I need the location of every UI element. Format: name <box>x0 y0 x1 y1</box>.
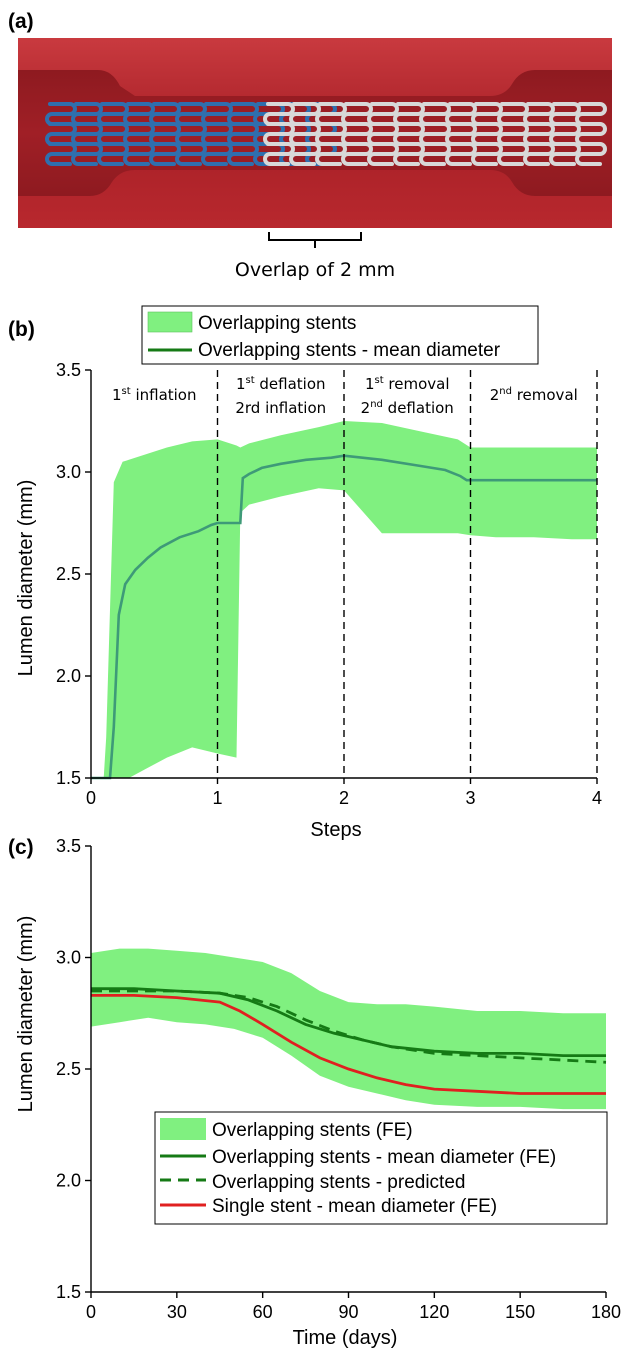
x-tick-label-c: 120 <box>419 1302 449 1322</box>
y-axis-title-b: Lumen diameter (mm) <box>15 480 37 677</box>
x-tick-label-b: 1 <box>212 788 222 808</box>
x-tick-label-c: 180 <box>591 1302 621 1322</box>
y-tick-label-c: 3.0 <box>56 948 81 968</box>
y-tick-label-c: 2.5 <box>56 1059 81 1079</box>
chart-b: Overlapping stents Overlapping stents - … <box>15 305 602 841</box>
phase-labels: 1st inflation 1st deflation 2rd inflation 1… <box>112 375 578 417</box>
stent-white <box>263 102 607 166</box>
phase-label-4: 2nd removal <box>490 386 578 404</box>
chart-c: 1.5 2.0 2.5 3.0 3.5 0 30 60 90 120 150 180 Overlapp… <box>15 836 621 1349</box>
panel-a-label: (a) <box>8 10 34 33</box>
x-tick-label-c: 150 <box>505 1302 535 1322</box>
axes-b: 1.5 2.0 2.5 3.0 3.5 0 1 2 3 4 <box>56 360 602 808</box>
x-axis-title-b: Steps <box>310 819 361 841</box>
panel-c-label: (c) <box>8 836 34 859</box>
line-single-stent <box>91 994 606 1095</box>
legend-entry-fe-band: Overlapping stents (FE) <box>212 1120 413 1141</box>
stent-strut <box>149 142 181 166</box>
legend-band-swatch-c <box>160 1118 206 1140</box>
phase-label-1: 1st inflation <box>112 386 197 404</box>
legend-box-c <box>154 1111 608 1225</box>
y-tick-label-b: 2.5 <box>56 564 81 584</box>
stent-strut <box>289 142 321 166</box>
legend-entry-fe-mean: Overlapping stents - mean diameter (FE) <box>212 1147 556 1168</box>
phase-label-3: 1st removal <box>365 375 450 393</box>
phase-label-2: 1st deflation <box>236 375 326 393</box>
stent-strut <box>393 142 425 166</box>
y-axis-title-c: Lumen diameter (mm) <box>15 916 37 1113</box>
legend-entry-predicted: Overlapping stents - predicted <box>212 1172 465 1193</box>
y-tick-label-c: 2.0 <box>56 1171 81 1191</box>
band-overlapping-stents-fe <box>91 948 606 1110</box>
x-tick-label-c: 90 <box>338 1302 358 1322</box>
plot-area-c <box>91 948 607 1110</box>
stent-strut <box>445 142 477 166</box>
x-tick-label-b: 0 <box>86 788 96 808</box>
overlap-caption: Overlap of 2 mm <box>235 259 395 281</box>
stent-strut <box>71 142 103 166</box>
y-tick-label-b: 2.0 <box>56 666 81 686</box>
stent-vessel-illustration: Overlap of 2 mm <box>18 38 612 281</box>
stent-strut <box>341 142 373 166</box>
stent-strut <box>497 142 529 166</box>
axes-c: 1.5 2.0 2.5 3.0 3.5 0 30 60 90 120 150 180 <box>56 836 621 1322</box>
x-axis-title-c: Time (days) <box>293 1327 398 1349</box>
overlap-bracket <box>268 232 362 248</box>
stent-strut <box>227 142 259 166</box>
legend-box <box>141 305 539 365</box>
phase-label-3: 2nd deflation <box>361 399 454 417</box>
stent-strut <box>97 142 129 166</box>
panel-b-label: (b) <box>8 318 35 341</box>
stent-strut <box>367 142 399 166</box>
y-tick-label-c: 1.5 <box>56 1282 81 1302</box>
chart-b-legend: Overlapping stents Overlapping stents - … <box>141 305 539 365</box>
legend-entry-band: Overlapping stents <box>198 313 356 334</box>
stent-strut <box>263 142 295 166</box>
chart-c-legend: Overlapping stents (FE) Overlapping sten… <box>154 1111 608 1225</box>
x-tick-label-c: 30 <box>167 1302 187 1322</box>
stent-strut <box>45 142 77 166</box>
x-tick-label-b: 4 <box>592 788 602 808</box>
stent-strut <box>419 142 451 166</box>
y-tick-label-c: 3.5 <box>56 836 81 856</box>
plot-area-b <box>91 370 598 780</box>
stent-strut <box>471 142 503 166</box>
stent-strut <box>575 142 607 166</box>
stent-blue <box>45 102 337 166</box>
legend-entry-single: Single stent - mean diameter (FE) <box>212 1196 497 1217</box>
stent-strut <box>549 142 581 166</box>
x-tick-label-b: 2 <box>339 788 349 808</box>
y-tick-label-b: 3.5 <box>56 360 81 380</box>
line-predicted <box>91 989 607 1064</box>
stent-strut <box>201 142 233 166</box>
legend-band-swatch <box>147 311 193 333</box>
stent-strut <box>523 142 555 166</box>
y-tick-label-b: 3.0 <box>56 462 81 482</box>
x-tick-label-c: 60 <box>253 1302 273 1322</box>
stent-strut <box>315 142 347 166</box>
line-mean-diameter <box>91 454 597 780</box>
phase-label-2: 2rd inflation <box>235 399 326 417</box>
stent-strut <box>175 142 207 166</box>
y-tick-label-b: 1.5 <box>56 768 81 788</box>
stent-strut <box>123 142 155 166</box>
x-tick-label-b: 3 <box>465 788 475 808</box>
x-tick-label-c: 0 <box>86 1302 96 1322</box>
legend-entry-mean: Overlapping stents - mean diameter <box>198 340 501 361</box>
